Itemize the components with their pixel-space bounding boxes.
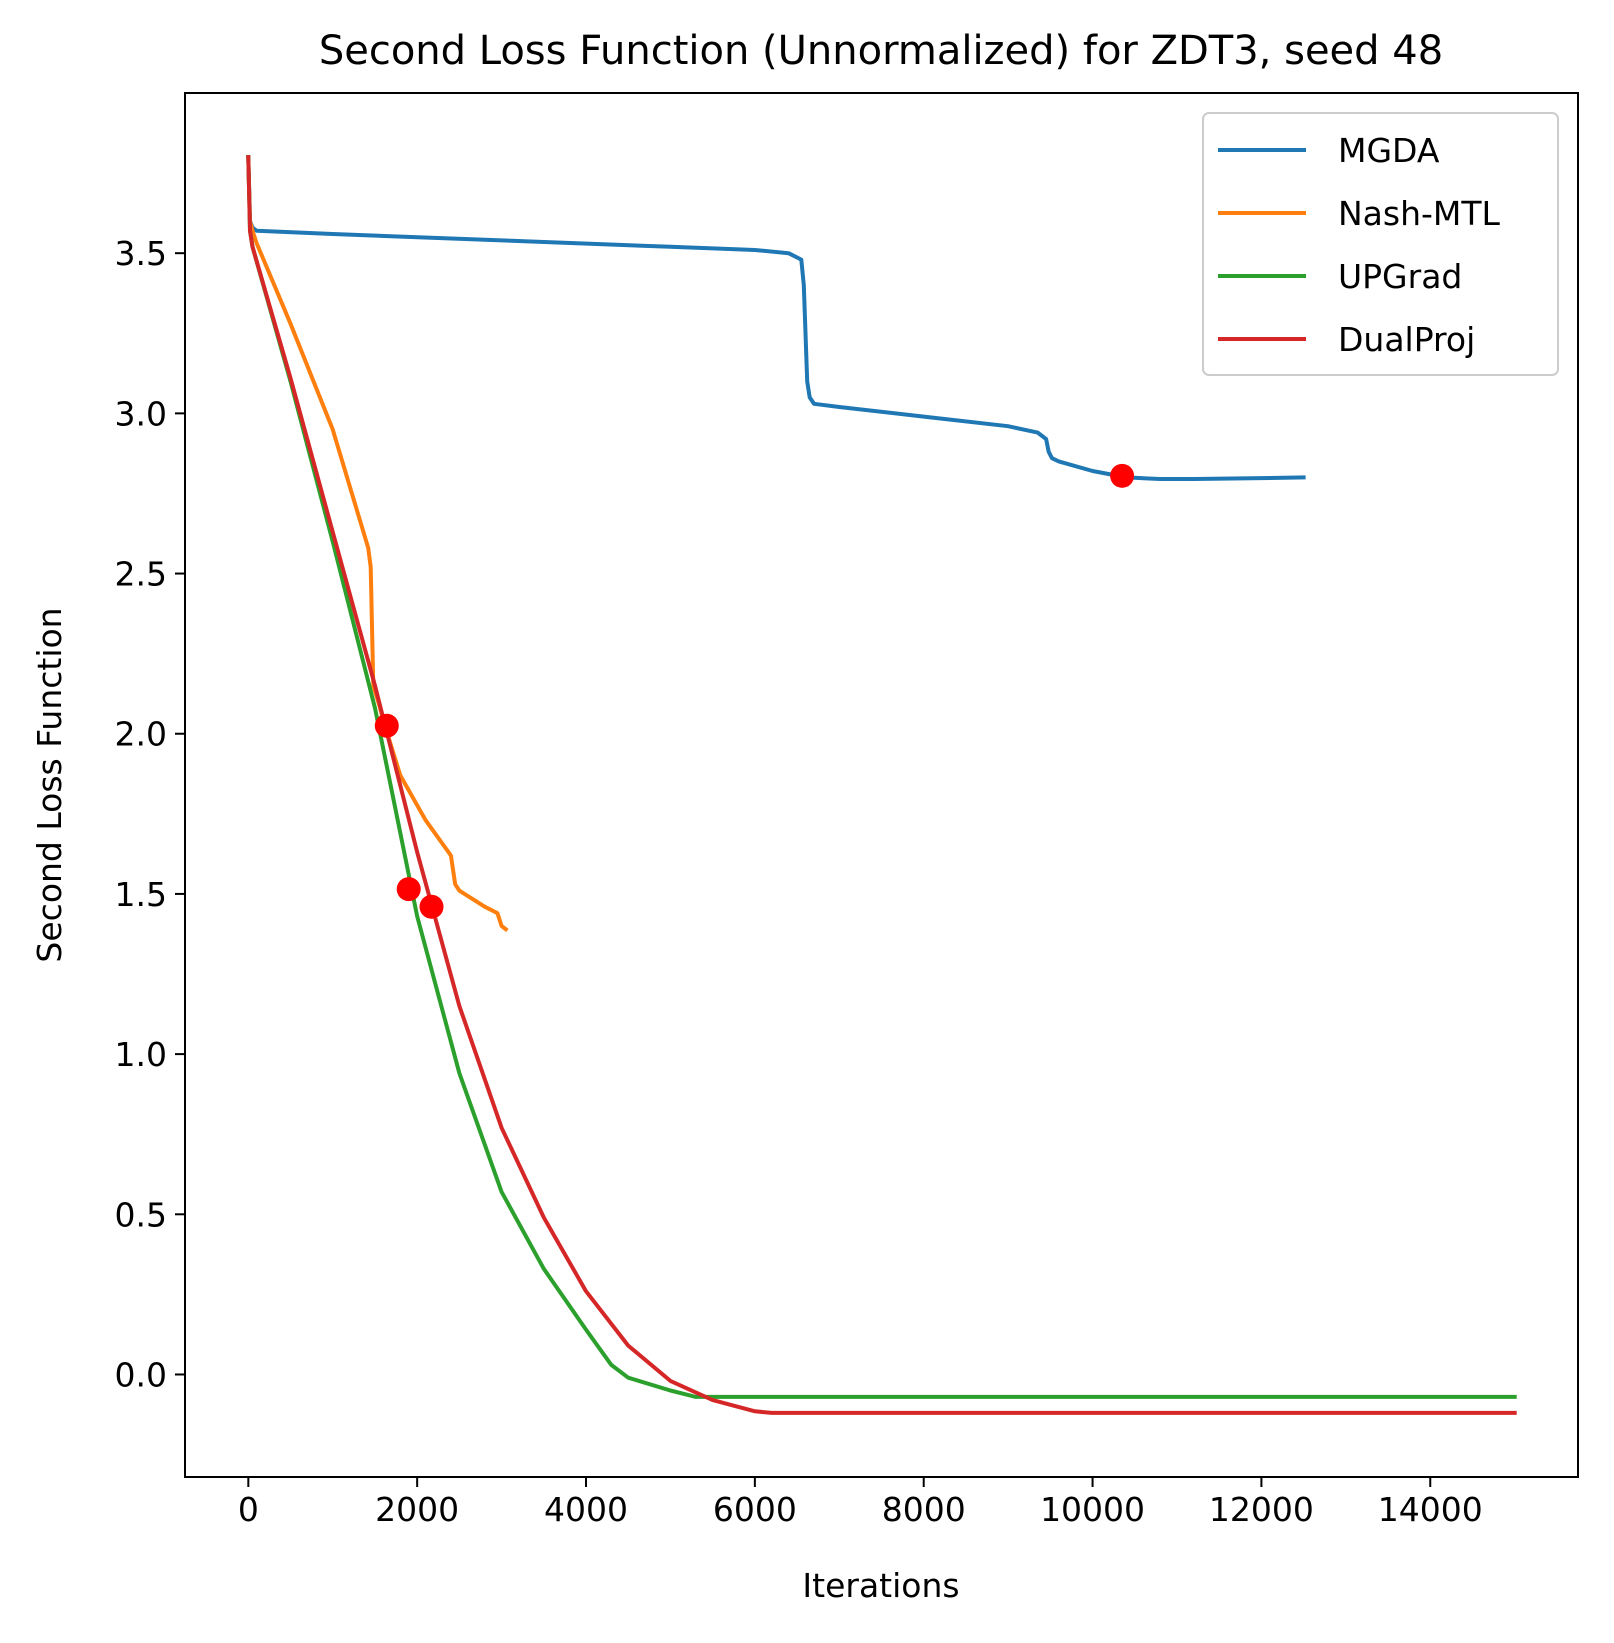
legend: MGDA Nash-MTL UPGrad DualProj bbox=[1202, 112, 1559, 376]
y-axis-title: Second Loss Function bbox=[30, 607, 69, 962]
y-tick-label: 0.5 bbox=[115, 1195, 167, 1234]
x-tick-label: 6000 bbox=[713, 1490, 797, 1529]
marker-upgrad bbox=[396, 877, 421, 902]
x-tick-label: 0 bbox=[238, 1490, 259, 1529]
y-tick-label: 3.5 bbox=[115, 234, 167, 273]
marker-nash-mtl bbox=[374, 713, 399, 738]
y-tick-label: 1.5 bbox=[115, 875, 167, 914]
legend-label: MGDA bbox=[1338, 131, 1440, 170]
y-tick-label: 0.0 bbox=[115, 1355, 167, 1394]
x-axis: 0 2000 4000 6000 8000 10000 12000 14000 bbox=[238, 1477, 1483, 1529]
y-axis: 0.0 0.5 1.0 1.5 2.0 2.5 3.0 3.5 bbox=[115, 234, 185, 1394]
x-tick-label: 2000 bbox=[375, 1490, 459, 1529]
series-layer bbox=[246, 155, 1517, 1415]
y-tick-label: 1.0 bbox=[115, 1035, 167, 1074]
y-tick-label: 2.5 bbox=[115, 555, 167, 594]
legend-label: DualProj bbox=[1338, 320, 1475, 359]
x-tick-label: 4000 bbox=[544, 1490, 628, 1529]
x-tick-label: 12000 bbox=[1209, 1490, 1314, 1529]
y-tick-label: 2.0 bbox=[115, 715, 167, 754]
marker-mgda bbox=[1110, 463, 1135, 488]
marker-dualproj bbox=[419, 894, 444, 919]
x-tick-label: 8000 bbox=[882, 1490, 966, 1529]
chart-title: Second Loss Function (Unnormalized) for … bbox=[319, 28, 1443, 74]
series-line-mgda bbox=[246, 155, 1306, 481]
marker-layer bbox=[374, 463, 1135, 919]
series-line-dualproj bbox=[246, 155, 1517, 1415]
plot-frame bbox=[184, 92, 1579, 1478]
legend-label: UPGrad bbox=[1338, 257, 1462, 296]
x-tick-label: 10000 bbox=[1040, 1490, 1145, 1529]
legend-label: Nash-MTL bbox=[1338, 194, 1501, 233]
x-tick-label: 14000 bbox=[1378, 1490, 1483, 1529]
x-axis-title: Iterations bbox=[802, 1566, 959, 1605]
legend-box bbox=[1202, 112, 1559, 376]
y-tick-label: 3.0 bbox=[115, 394, 167, 433]
